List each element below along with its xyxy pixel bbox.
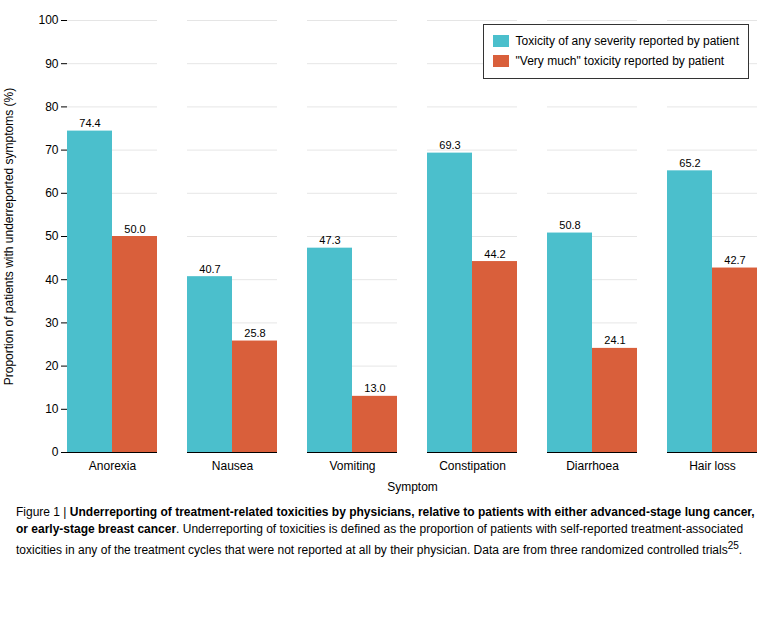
svg-text:50: 50 [45, 229, 59, 243]
svg-text:Vomiting: Vomiting [329, 459, 375, 473]
svg-text:65.2: 65.2 [679, 157, 700, 169]
html-text:"Very much" toxicity reported: "Very much" toxicity reported by patient [515, 54, 725, 69]
svg-text:Symptom: Symptom [387, 480, 438, 494]
svg-text:24.1: 24.1 [604, 334, 625, 346]
svg-text:70: 70 [45, 143, 59, 157]
html-text:Figure 1 | Underreporting of t: Figure 1 | Underreporting of treatment-r… [16, 505, 755, 557]
svg-text:Constipation: Constipation [439, 459, 506, 473]
svg-text:25.8: 25.8 [244, 327, 265, 339]
svg-text:0: 0 [52, 445, 59, 459]
svg-text:10: 10 [45, 402, 59, 416]
svg-text:Nausea: Nausea [212, 459, 254, 473]
svg-text:Anorexia: Anorexia [89, 459, 137, 473]
svg-text:Diarrhoea: Diarrhoea [566, 459, 619, 473]
svg-text:47.3: 47.3 [319, 234, 340, 246]
svg-text:Hair loss: Hair loss [689, 459, 736, 473]
svg-text:69.3: 69.3 [439, 139, 460, 151]
svg-text:50.0: 50.0 [124, 223, 145, 235]
svg-text:44.2: 44.2 [484, 248, 505, 260]
svg-text:40: 40 [45, 273, 59, 287]
svg-text:60: 60 [45, 186, 59, 200]
svg-text:Proportion of patients with un: Proportion of patients with underreporte… [2, 88, 16, 385]
svg-text:74.4: 74.4 [79, 117, 100, 129]
svg-text:42.7: 42.7 [724, 254, 745, 266]
svg-text:13.0: 13.0 [364, 382, 385, 394]
svg-text:50.8: 50.8 [559, 219, 580, 231]
svg-text:90: 90 [45, 57, 59, 71]
html-text:Toxicity of any severity repor: Toxicity of any severity reported by pat… [515, 34, 739, 48]
svg-text:80: 80 [45, 100, 59, 114]
svg-text:20: 20 [45, 359, 59, 373]
svg-text:40.7: 40.7 [199, 263, 220, 275]
svg-text:30: 30 [45, 316, 59, 330]
svg-text:100: 100 [38, 13, 58, 27]
